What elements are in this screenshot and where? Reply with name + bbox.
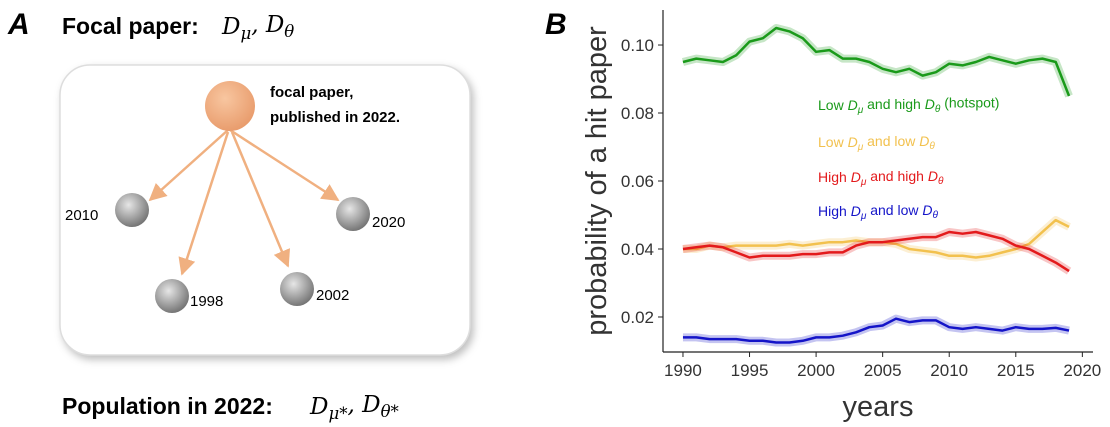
x-tick-label: 2010 <box>930 361 968 380</box>
arrow <box>230 131 291 268</box>
line <box>682 230 1070 273</box>
reference-node <box>280 272 314 306</box>
panel-label: B <box>545 8 567 41</box>
x-tick-label: 2015 <box>997 361 1035 380</box>
reference-node <box>115 193 149 227</box>
x-tick-label: 2000 <box>797 361 835 380</box>
x-axis-label: years <box>843 391 914 423</box>
arrow <box>178 131 230 276</box>
y-tick-label: 0.04 <box>621 240 654 259</box>
y-tick-label: 0.10 <box>621 36 654 55</box>
reference-label: 2020 <box>372 214 405 231</box>
x-tick-label: 2005 <box>864 361 902 380</box>
x-tick-label: 1995 <box>731 361 769 380</box>
arrow <box>229 128 340 202</box>
reference-label: 1998 <box>190 293 223 310</box>
reference-label: 2002 <box>316 287 349 304</box>
panel-label: A <box>7 8 30 41</box>
focal-node <box>205 81 255 131</box>
reference-node <box>336 197 370 231</box>
y-tick-label: 0.02 <box>621 308 654 327</box>
arrow <box>148 129 229 202</box>
legend-entry: High Dμ​ and high Dθ​ <box>818 168 944 188</box>
x-tick-label: 1990 <box>664 361 702 380</box>
focal-label: focal paper, <box>270 84 353 101</box>
y-axis-label: probability of a hit paper <box>581 26 613 336</box>
population-math: Dμ*​, Dθ*​ <box>309 392 399 423</box>
legend-entry: Low Dμ​ and low Dθ​ <box>818 133 935 153</box>
panel-title: Focal paper: <box>62 13 199 39</box>
panel-title-math: Dμ​, Dθ​ <box>221 12 294 43</box>
y-tick-label: 0.08 <box>621 104 654 123</box>
x-tick-label: 2020 <box>1063 361 1101 380</box>
population-label: Population in 2022: <box>62 393 273 419</box>
reference-node <box>155 279 189 313</box>
y-tick-label: 0.06 <box>621 172 654 191</box>
legend-entry: Low Dμ​ and high Dθ​ (hotspot) <box>818 95 999 116</box>
line <box>682 317 1070 344</box>
arrows <box>148 128 340 276</box>
reference-label: 2010 <box>65 207 98 224</box>
focal-label: published in 2022. <box>270 109 400 126</box>
legend-entry: High Dμ​ and low Dθ​ <box>818 202 939 222</box>
line <box>682 26 1071 97</box>
